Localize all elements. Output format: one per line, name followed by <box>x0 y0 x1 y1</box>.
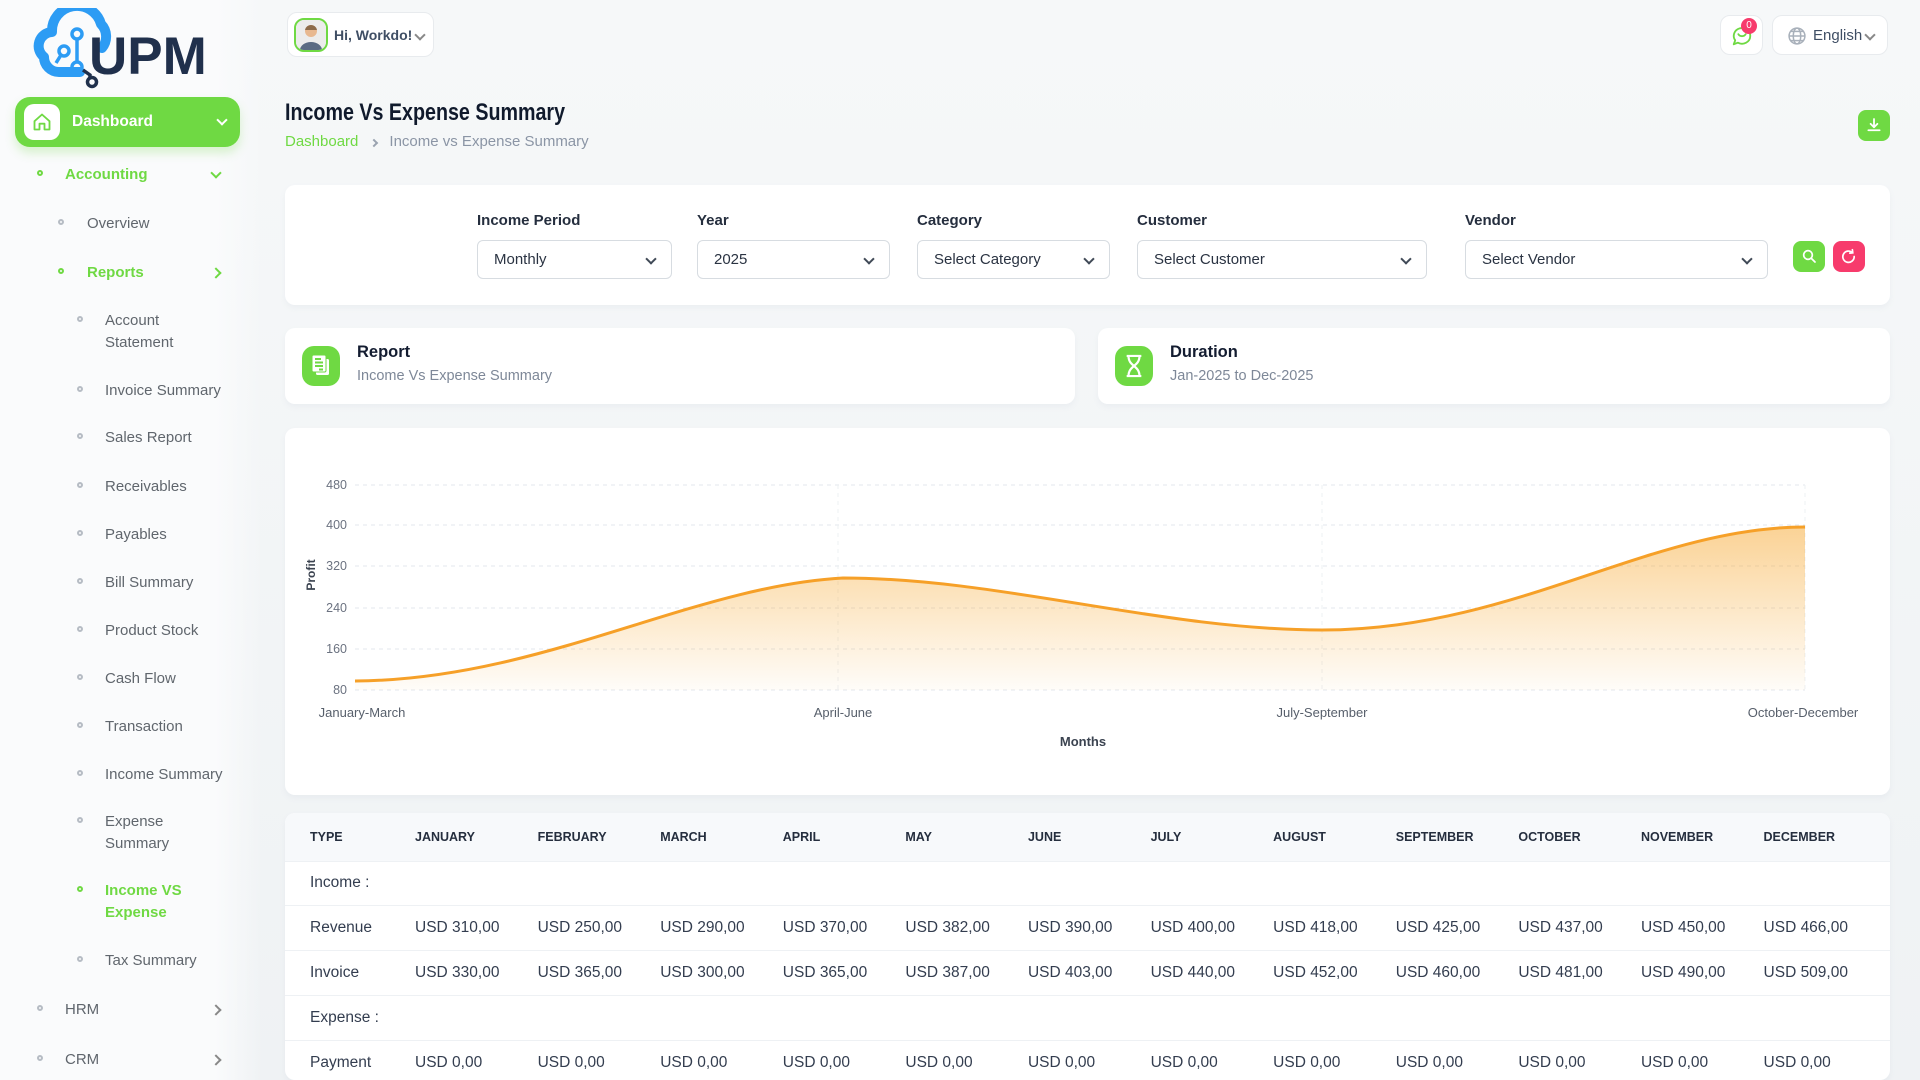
svg-text:400: 400 <box>326 518 347 532</box>
svg-text:April-June: April-June <box>814 705 873 720</box>
svg-text:480: 480 <box>326 478 347 492</box>
svg-text:Profit: Profit <box>304 559 318 590</box>
svg-text:UPM: UPM <box>89 27 207 86</box>
svg-text:July-September: July-September <box>1276 705 1368 720</box>
svg-text:80: 80 <box>333 683 347 697</box>
svg-text:320: 320 <box>326 559 347 573</box>
svg-text:October-December: October-December <box>1748 705 1859 720</box>
svg-text:January-March: January-March <box>319 705 406 720</box>
svg-text:240: 240 <box>326 601 347 615</box>
svg-text:160: 160 <box>326 642 347 656</box>
svg-text:Months: Months <box>1060 734 1106 749</box>
